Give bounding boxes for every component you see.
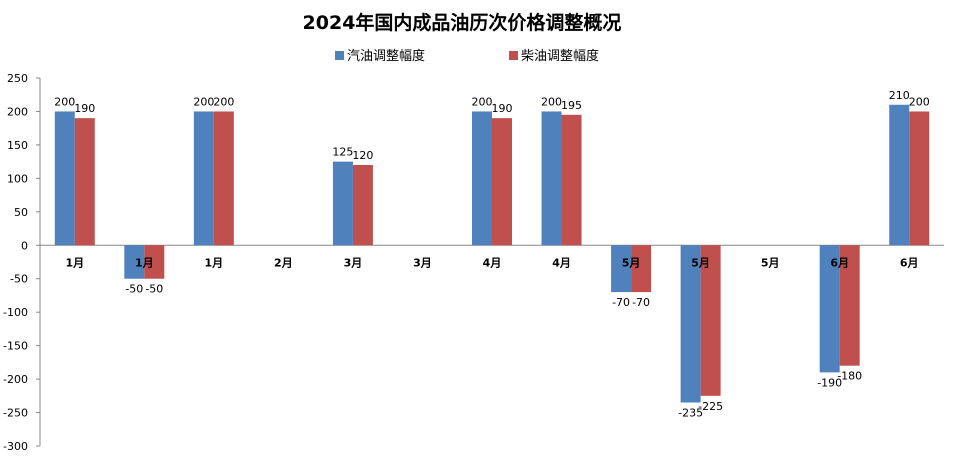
axes: 250 200 150 100 50 0 -50 -100 -150 -200 -250 -300 [3, 72, 944, 453]
legend: 汽油调整幅度 柴油调整幅度 [335, 48, 599, 64]
y-tick-label: -200 [3, 373, 28, 386]
data-label-gasoline: 200 [472, 95, 493, 108]
category-label: 1月 [135, 256, 154, 269]
category-label: 5月 [761, 256, 780, 269]
data-label-diesel: -225 [698, 400, 723, 413]
category-label: 5月 [691, 256, 710, 269]
y-tick-label: 250 [7, 72, 28, 85]
y-tick-label: -300 [3, 440, 28, 453]
data-label-gasoline: 200 [54, 95, 75, 108]
bar-gasoline [819, 245, 840, 373]
bar-diesel [213, 111, 234, 246]
data-label-diesel: 190 [492, 102, 513, 115]
y-tick-label: 50 [14, 206, 28, 219]
category-label: 6月 [830, 256, 849, 269]
category-label: 3月 [344, 256, 363, 269]
bar-diesel [700, 245, 721, 396]
category-label: 4月 [483, 256, 502, 269]
bar-gasoline [889, 104, 910, 246]
category-label: 4月 [552, 256, 571, 269]
y-tick-label: 100 [7, 172, 28, 185]
data-label-diesel: -70 [632, 296, 650, 309]
data-label-diesel: 200 [909, 95, 930, 108]
data-label-diesel: 195 [561, 99, 582, 112]
bar-gasoline [611, 245, 632, 293]
data-label-diesel: -50 [145, 283, 163, 296]
bar-gasoline [124, 245, 145, 279]
category-labels: 1月 1月 1月 2月 3月 3月 4月 4月 5月 5月 5月 6月 6月 [65, 256, 918, 269]
y-tick-label: -100 [3, 306, 28, 319]
data-label-gasoline: -50 [125, 283, 143, 296]
bars [54, 104, 930, 403]
category-label: 3月 [413, 256, 432, 269]
y-tick-label: 0 [21, 239, 28, 252]
data-label-gasoline: 200 [541, 95, 562, 108]
bar-gasoline [472, 111, 492, 246]
data-label-diesel: 200 [213, 95, 234, 108]
data-label-diesel: 190 [74, 102, 95, 115]
data-label-gasoline: -190 [817, 376, 842, 389]
category-label: 5月 [622, 256, 641, 269]
bar-gasoline [193, 111, 214, 246]
category-label: 1月 [65, 256, 84, 269]
bar-diesel [144, 245, 165, 279]
y-tick-label: -250 [3, 407, 28, 420]
legend-label-diesel: 柴油调整幅度 [521, 48, 599, 64]
legend-swatch-gasoline [335, 51, 344, 60]
y-tick-label: -50 [10, 273, 28, 286]
data-label-diesel: 120 [352, 149, 373, 162]
legend-swatch-diesel [509, 51, 518, 60]
bar-gasoline [332, 161, 353, 246]
bar-diesel [492, 118, 512, 246]
bar-diesel [352, 164, 373, 246]
legend-label-gasoline: 汽油调整幅度 [347, 48, 425, 64]
category-label: 6月 [900, 256, 919, 269]
category-label: 1月 [205, 256, 224, 269]
category-label: 2月 [274, 256, 293, 269]
bar-gasoline [54, 111, 75, 246]
data-label-gasoline: 125 [332, 146, 353, 159]
data-label-gasoline: -70 [612, 296, 630, 309]
data-label-gasoline: 200 [193, 95, 214, 108]
data-label-gasoline: -235 [678, 407, 703, 420]
bar-gasoline [680, 245, 701, 403]
chart-title: 2024年国内成品油历次价格调整概况 [303, 11, 622, 34]
y-tick-label: 150 [7, 139, 28, 152]
y-tick-label: -150 [3, 340, 28, 353]
bar-diesel [909, 111, 930, 246]
bar-diesel [839, 245, 860, 366]
bar-diesel [74, 118, 95, 246]
data-label-gasoline: 210 [889, 89, 910, 102]
bar-diesel [561, 114, 582, 246]
y-tick-label: 200 [7, 105, 28, 118]
bar-diesel [631, 245, 652, 293]
bar-gasoline [541, 111, 562, 246]
data-label-diesel: -180 [837, 370, 862, 383]
